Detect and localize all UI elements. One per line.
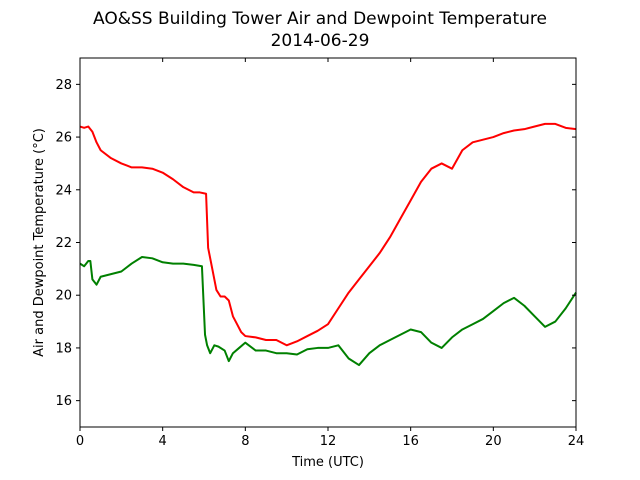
x-axis: 0 4 8 12 16 20 24: [76, 58, 584, 449]
y-tick-label: 18: [55, 341, 72, 356]
series-line-1: [79, 256, 577, 367]
x-tick-label: 16: [402, 434, 419, 449]
chart-subtitle: 2014-06-29: [271, 31, 370, 51]
x-tick-label: 24: [568, 434, 585, 449]
chart-title: AO&SS Building Tower Air and Dewpoint Te…: [93, 9, 547, 29]
x-tick-label: 4: [159, 434, 167, 449]
series-layer: [79, 122, 577, 367]
y-axis: 16 18 20 22 24 26 28: [55, 78, 576, 409]
y-axis-label: Air and Dewpoint Temperature (°C): [32, 128, 47, 357]
y-tick-label: 22: [55, 236, 72, 251]
x-tick-label: 20: [485, 434, 502, 449]
plot-area: [80, 58, 576, 427]
x-tick-label: 0: [76, 434, 84, 449]
y-tick-label: 20: [55, 289, 72, 304]
y-tick-label: 24: [55, 183, 72, 198]
y-tick-label: 28: [55, 78, 72, 93]
series-line-0: [79, 122, 577, 347]
x-axis-label: Time (UTC): [291, 455, 364, 470]
y-tick-label: 26: [55, 131, 72, 146]
y-tick-label: 16: [55, 394, 72, 409]
x-tick-label: 12: [320, 434, 337, 449]
x-tick-label: 8: [241, 434, 249, 449]
